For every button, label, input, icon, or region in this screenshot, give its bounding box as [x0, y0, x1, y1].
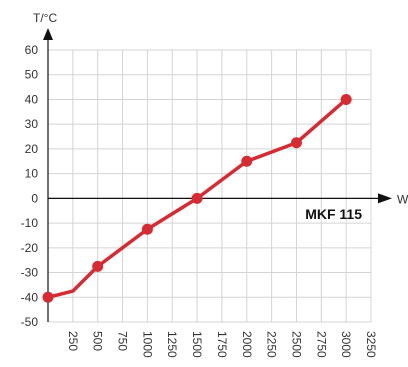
x-tick-label: 2750: [314, 331, 328, 358]
y-tick-label: -10: [21, 216, 39, 230]
y-tick-label: 10: [25, 167, 39, 181]
y-axis-arrow-icon: [43, 28, 53, 40]
x-tick-label: 3250: [364, 331, 378, 358]
y-tick-label: 30: [25, 117, 39, 131]
data-point: [241, 155, 253, 167]
y-tick-label: 60: [25, 43, 39, 57]
data-point: [290, 137, 302, 149]
y-tick-label: -30: [21, 266, 39, 280]
x-tick-label: 3000: [339, 331, 353, 358]
y-tick-label: 40: [25, 92, 39, 106]
series: [42, 93, 352, 303]
axes: [43, 28, 392, 322]
y-tick-label: 20: [25, 142, 39, 156]
y-tick-label: 50: [25, 68, 39, 82]
y-tick-labels: 60 50 40 30 20 10 0 -10 -20 -30 -40 -50: [21, 43, 39, 329]
x-axis-label: W: [397, 192, 408, 206]
y-tick-label: 0: [31, 191, 38, 205]
data-point: [141, 223, 153, 235]
x-tick-label: 2500: [289, 331, 303, 358]
data-point: [42, 291, 54, 303]
series-line: [46, 97, 348, 300]
x-tick-label: 750: [116, 331, 130, 351]
x-tick-labels: 250 500 750 1000 1250 1500 1750 2000 2250 2500 275…: [66, 331, 378, 358]
x-tick-label: 1750: [215, 331, 229, 358]
x-tick-label: 250: [66, 331, 80, 351]
data-point: [340, 93, 352, 105]
x-tick-label: 1000: [140, 331, 154, 358]
y-tick-label: -40: [21, 290, 39, 304]
grid: [48, 49, 372, 323]
x-tick-label: 2250: [265, 331, 279, 358]
data-point: [92, 260, 104, 272]
x-tick-label: 2000: [240, 331, 254, 358]
x-axis-arrow-icon: [378, 193, 392, 204]
model-label: MKF 115: [305, 206, 362, 222]
data-point: [191, 192, 203, 204]
x-tick-label: 500: [91, 331, 105, 351]
x-tick-label: 1500: [190, 331, 204, 358]
x-tick-label: 1250: [165, 331, 179, 358]
y-tick-label: -20: [21, 241, 39, 255]
y-axis-label: T/°C: [33, 11, 57, 25]
y-tick-label: -50: [21, 315, 39, 329]
